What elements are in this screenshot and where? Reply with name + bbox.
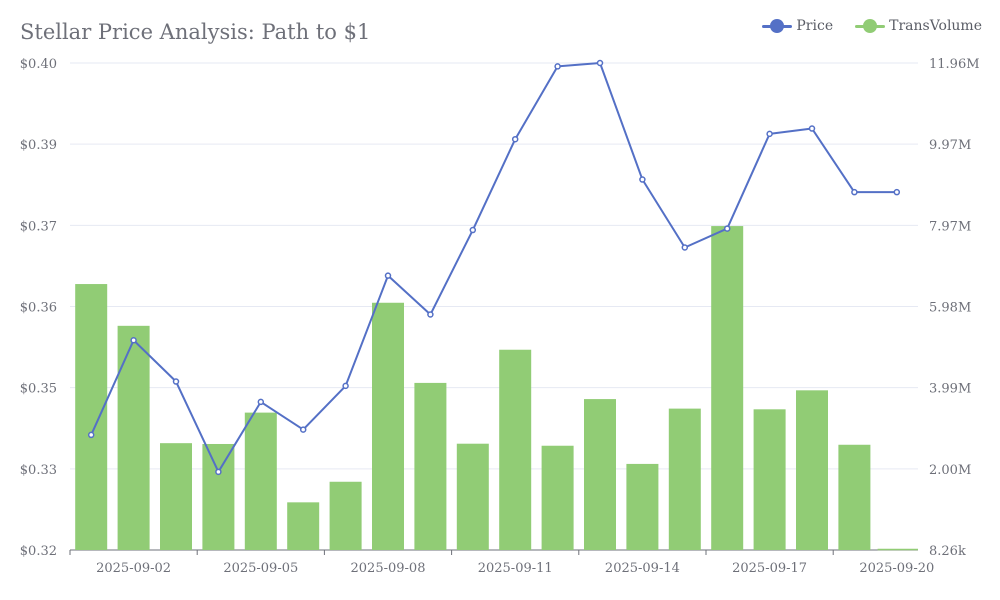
volume-bar: [160, 443, 192, 550]
price-point: [596, 59, 604, 67]
volume-bar: [584, 399, 616, 550]
y-right-tick-label: 8.26k: [929, 544, 966, 559]
x-tick-label: 2025-09-11: [478, 561, 553, 576]
y-right-tick-label: 7.97M: [929, 219, 971, 234]
price-point: [893, 188, 901, 196]
x-tick-label: 2025-09-17: [732, 561, 807, 576]
volume-bar: [456, 443, 489, 550]
volume-bar: [244, 412, 277, 550]
y-left-tick-label: $0.35: [20, 382, 57, 397]
price-point: [851, 188, 858, 196]
price-point: [639, 176, 646, 183]
x-tick-label: 2025-09-14: [605, 561, 680, 576]
chart-title: Stellar Price Analysis: Path to $1: [20, 20, 371, 44]
y-left-tick-label: $0.32: [20, 544, 57, 559]
volume-bar: [329, 481, 362, 550]
volume-bar: [541, 445, 574, 550]
y-left-tick-label: $0.37: [20, 219, 57, 234]
volume-bar: [117, 325, 150, 550]
chart-legend: Price TransVolume: [762, 18, 982, 34]
y-left-tick-label: $0.39: [20, 138, 57, 153]
volume-bar: [499, 349, 532, 550]
volume-bar: [75, 284, 108, 550]
x-tick-label: 2025-09-08: [351, 561, 426, 576]
price-point: [215, 468, 222, 476]
legend-swatch-transvolume: [855, 19, 886, 33]
volume-bar: [372, 302, 404, 550]
price-point: [681, 244, 689, 251]
y-right-tick-label: 2.00M: [929, 463, 971, 478]
legend-label-transvolume: TransVolume: [889, 18, 982, 34]
legend-label-price: Price: [796, 18, 834, 34]
volume-bar: [711, 226, 744, 550]
volume-bar: [796, 390, 828, 550]
x-tick-label: 2025-09-20: [859, 561, 934, 576]
price-point: [342, 382, 349, 390]
y-right-tick-label: 5.98M: [929, 301, 971, 316]
y-right-tick-label: 3.99M: [929, 382, 971, 397]
price-point: [469, 226, 477, 234]
price-point: [723, 225, 731, 232]
volume-bar: [838, 444, 871, 550]
y-left-tick-label: $0.33: [20, 463, 57, 478]
legend-item-price[interactable]: Price: [762, 18, 833, 34]
price-point: [427, 311, 434, 318]
price-point: [130, 336, 137, 344]
x-tick-label: 2025-09-05: [223, 561, 298, 576]
y-left-tick-label: $0.36: [20, 301, 57, 316]
y-right-tick-label: 11.96M: [929, 57, 980, 72]
volume-bar: [753, 409, 786, 550]
y-right-tick-label: 9.97M: [929, 138, 971, 153]
volume-bar: [668, 408, 701, 550]
legend-swatch-price: [762, 19, 793, 33]
volume-bar: [414, 382, 447, 550]
price-point: [87, 431, 95, 439]
volume-bar: [626, 463, 659, 550]
volume-bar: [287, 502, 320, 550]
price-line: [90, 62, 897, 473]
price-point: [808, 125, 816, 132]
price-point: [384, 272, 392, 279]
price-point: [766, 130, 773, 138]
y-left-tick-label: $0.40: [20, 57, 57, 72]
price-point: [172, 378, 180, 385]
price-point: [511, 135, 519, 143]
legend-item-transvolume[interactable]: TransVolume: [855, 18, 982, 34]
price-point: [299, 426, 307, 433]
price-point: [257, 398, 265, 406]
x-tick-label: 2025-09-02: [96, 561, 171, 576]
volume-bar: [202, 443, 235, 550]
price-point: [554, 63, 561, 70]
